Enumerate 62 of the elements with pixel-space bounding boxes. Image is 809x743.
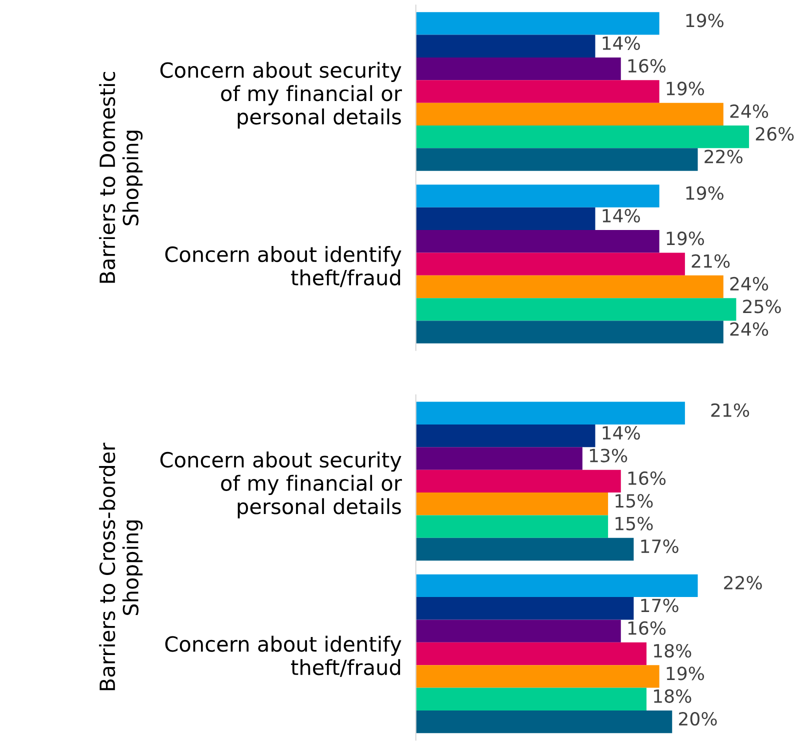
- data-label: 24%: [730, 276, 768, 291]
- bar: [416, 642, 646, 666]
- bar: [416, 275, 724, 298]
- y-axis-title: Barriers to Cross-border Shopping: [99, 442, 143, 690]
- y-tick-label: Concern about identify theft/fraud: [165, 246, 402, 288]
- data-label: 14%: [602, 426, 640, 440]
- data-label: 13%: [590, 448, 628, 462]
- data-label: 16%: [628, 471, 666, 486]
- data-label: 14%: [602, 208, 640, 223]
- data-label: 26%: [756, 127, 794, 141]
- bar: [416, 126, 750, 148]
- data-label: 22%: [724, 576, 762, 590]
- data-label: 22%: [704, 150, 742, 164]
- data-label: 19%: [666, 82, 704, 96]
- bar: [416, 57, 621, 80]
- data-label: 24%: [730, 322, 768, 336]
- bar: [416, 80, 660, 103]
- y-tick-label: Concern about security of my financial or personal details: [160, 452, 402, 518]
- data-label: 16%: [628, 621, 666, 635]
- bar: [416, 492, 608, 516]
- data-label: 19%: [666, 232, 704, 246]
- data-label: 19%: [686, 186, 724, 200]
- y-axis-title: Barriers to Domestic Shopping: [99, 72, 143, 283]
- data-label: 18%: [654, 689, 692, 703]
- bar: [416, 102, 724, 126]
- y-tick-label: Concern about identify theft/fraud: [165, 636, 402, 677]
- bar: [416, 320, 724, 344]
- data-label: 14%: [602, 36, 640, 50]
- bar: [416, 230, 660, 253]
- bar: [416, 574, 698, 598]
- data-label: 25%: [743, 300, 781, 314]
- bar: [416, 470, 621, 493]
- bar: [416, 252, 685, 276]
- data-label: 18%: [654, 644, 692, 658]
- data-label: 15%: [616, 494, 653, 508]
- bar: [416, 148, 698, 171]
- bar: [416, 402, 685, 424]
- bar: [416, 12, 660, 35]
- bar: [416, 688, 646, 710]
- bar: [416, 34, 596, 58]
- data-label: 19%: [666, 666, 704, 680]
- bar: [416, 665, 660, 688]
- data-label: 24%: [730, 104, 768, 118]
- data-label: 20%: [679, 712, 717, 726]
- data-label: 19%: [686, 14, 724, 28]
- bar: [416, 515, 608, 538]
- bar: [416, 298, 736, 321]
- bar: [416, 597, 634, 620]
- data-label: 17%: [641, 539, 678, 554]
- data-label: 21%: [711, 403, 750, 417]
- data-label: 15%: [616, 516, 653, 530]
- bar: [416, 447, 582, 470]
- bar: [416, 207, 596, 230]
- data-label: 21%: [692, 254, 730, 268]
- data-label: 17%: [641, 598, 678, 612]
- bar: [416, 710, 672, 734]
- data-label: 16%: [628, 58, 666, 73]
- bar: [416, 538, 634, 561]
- bar: [416, 620, 621, 642]
- bar: [416, 184, 660, 208]
- bar: [416, 424, 596, 448]
- y-tick-label: Concern about security of my financial or personal details: [160, 62, 402, 129]
